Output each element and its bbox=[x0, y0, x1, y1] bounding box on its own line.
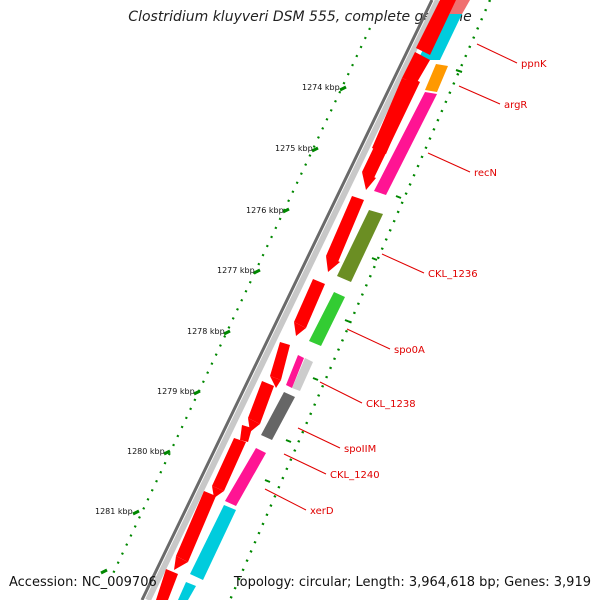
gene-label-spoIIM: spoIIM bbox=[344, 444, 376, 455]
cds-arrow bbox=[294, 322, 306, 336]
gc-dotted-track bbox=[109, 27, 371, 581]
tick-label: 1280 kbp bbox=[127, 447, 165, 456]
gene-block-spoIIM bbox=[261, 392, 295, 440]
gene-labels: ppnK argR recN CKL_1236 spo0A CKL_1238 s… bbox=[310, 59, 547, 517]
tick-label: 1276 kbp bbox=[246, 206, 284, 215]
gene-label-argR: argR bbox=[504, 100, 527, 111]
cds-arrow bbox=[402, 52, 430, 84]
gene-block-recN bbox=[374, 92, 437, 195]
cds-arrow bbox=[362, 172, 376, 190]
gene-color-track bbox=[178, 0, 470, 600]
cds-arrow bbox=[176, 491, 216, 562]
map-title: Clostridium kluyveri DSM 555, complete g… bbox=[128, 9, 472, 25]
gene-block-CKL_1238a bbox=[286, 355, 304, 388]
cds-arrow bbox=[212, 486, 224, 498]
gene-label-ppnK: ppnK bbox=[521, 59, 547, 70]
tick-labels: 1274 kbp 1275 kbp 1276 kbp 1277 kbp 1278… bbox=[95, 83, 340, 516]
gene-label-recN: recN bbox=[474, 168, 497, 179]
cds-arrow bbox=[212, 438, 246, 491]
gene-label-CKL_1236: CKL_1236 bbox=[428, 269, 478, 280]
cds-arrow bbox=[362, 76, 420, 178]
cds-arrow bbox=[326, 196, 364, 262]
cds-arrow bbox=[174, 556, 188, 570]
gene-label-xerD: xerD bbox=[310, 506, 334, 517]
gene-block-CKL_1236 bbox=[337, 210, 383, 282]
gene-block-xerD bbox=[225, 448, 266, 506]
cds-arrow bbox=[326, 256, 340, 272]
gene-block-CKL_1238b bbox=[292, 358, 313, 391]
backbone-line bbox=[140, 0, 434, 600]
outer-dotted-track bbox=[228, 0, 492, 600]
gene-block-argR bbox=[425, 64, 448, 92]
gene-block-cyan-edge bbox=[178, 582, 196, 600]
accession-text: Accession: NC_009706 bbox=[9, 575, 157, 590]
gene-block-spo0A bbox=[309, 292, 345, 346]
cds-track bbox=[156, 0, 456, 600]
tick-marks bbox=[100, 85, 347, 575]
tick-label: 1275 kbp bbox=[275, 144, 313, 153]
cds-arrow bbox=[248, 381, 274, 424]
cds-arrow bbox=[270, 376, 281, 388]
gene-block-cyan-bottom bbox=[190, 505, 236, 580]
backbone-shadow bbox=[145, 0, 441, 600]
tick-label: 1281 kbp bbox=[95, 507, 133, 516]
tick-label: 1274 kbp bbox=[302, 83, 340, 92]
tick-label: 1279 kbp bbox=[157, 387, 195, 396]
genome-summary-text: Topology: circular; Length: 3,964,618 bp… bbox=[233, 575, 591, 590]
cds-arrow bbox=[240, 425, 252, 442]
tick-label: 1277 kbp bbox=[217, 266, 255, 275]
tick-label: 1278 kbp bbox=[187, 327, 225, 336]
gene-label-CKL_1238: CKL_1238 bbox=[366, 399, 416, 410]
gene-label-CKL_1240: CKL_1240 bbox=[330, 470, 380, 481]
cds-arrow bbox=[294, 279, 325, 328]
inner-ticks bbox=[264, 69, 463, 483]
cds-arrow bbox=[270, 342, 290, 380]
cds-arrow bbox=[416, 0, 456, 55]
leader-lines bbox=[264, 43, 518, 511]
cds-arrow bbox=[156, 569, 178, 600]
gene-label-spo0A: spo0A bbox=[394, 345, 425, 356]
